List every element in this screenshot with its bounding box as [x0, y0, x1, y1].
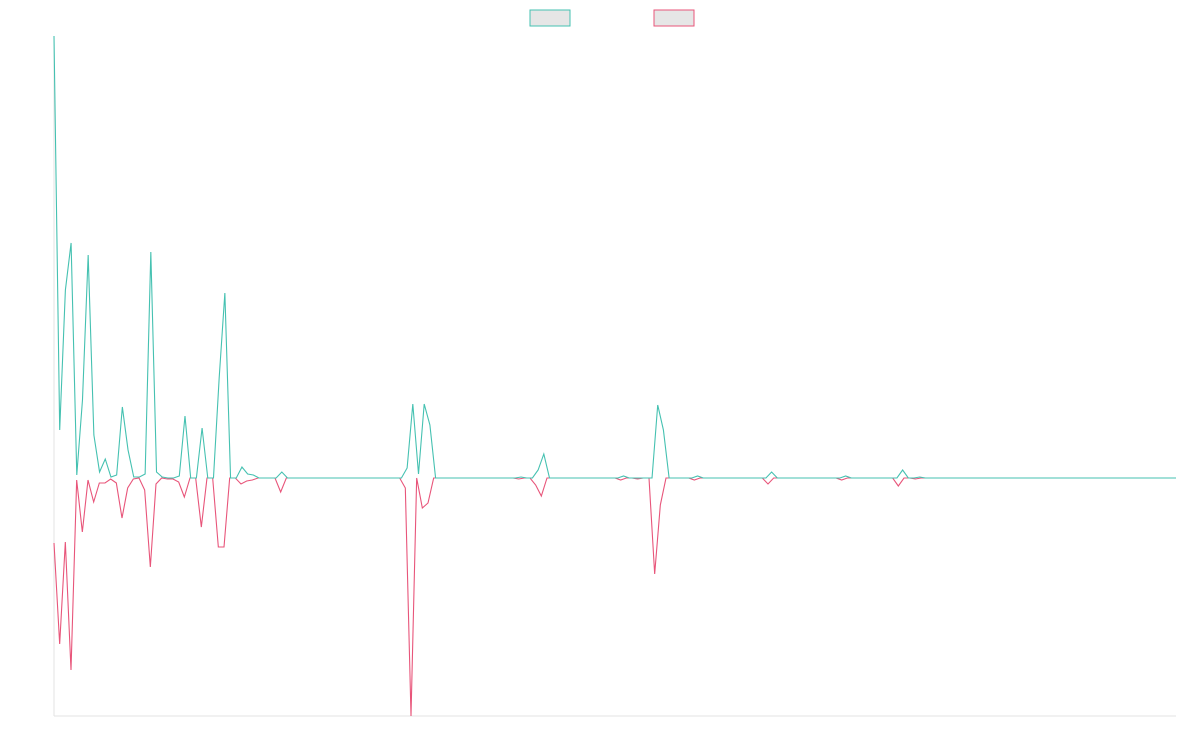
- legend-swatch: [653, 9, 695, 27]
- legend-swatch: [529, 9, 571, 27]
- series-line: [53, 35, 1176, 479]
- series-line: [53, 477, 1176, 717]
